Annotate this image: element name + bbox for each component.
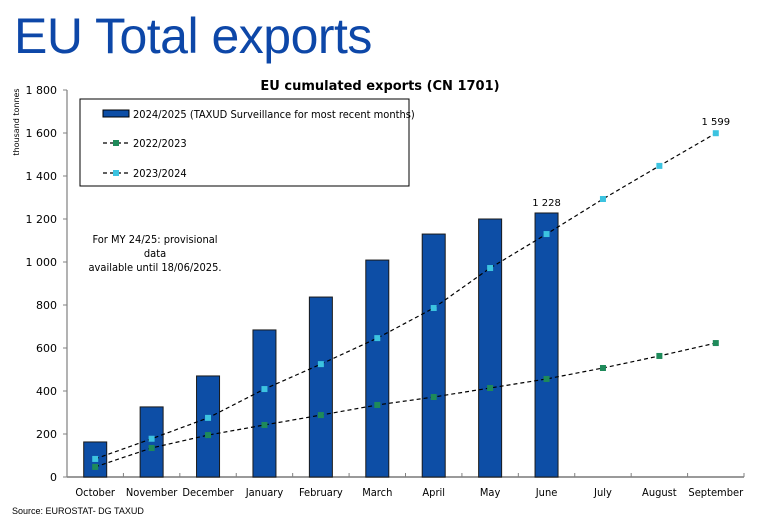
x-tick-label: February (299, 486, 343, 499)
y-tick-label: 1 200 (26, 213, 58, 226)
provisional-data-note: For MY 24/25: provisional data available… (80, 233, 230, 275)
x-tick-label: September (688, 486, 744, 499)
data-label: 1 228 (532, 198, 561, 209)
x-tick-label: August (642, 486, 677, 499)
note-line-2: available until 18/06/2025. (88, 261, 222, 274)
bar-june (534, 212, 559, 478)
bar-april (421, 233, 446, 478)
point-2023-2024 (487, 265, 494, 272)
y-tick-label: 1 400 (26, 170, 58, 183)
legend-label: 2022/2023 (133, 137, 187, 150)
point-2022-2023 (261, 421, 268, 428)
point-2023-2024 (317, 361, 324, 368)
x-tick-label: May (480, 486, 501, 499)
y-tick-label: 800 (36, 299, 57, 312)
point-2022-2023 (205, 432, 212, 439)
legend-swatch-bar (102, 109, 130, 118)
y-tick-label: 200 (36, 428, 57, 441)
legend-swatch-marker (113, 140, 119, 146)
point-2023-2024 (599, 196, 606, 203)
x-tick-label: November (126, 486, 178, 499)
point-2023-2024 (712, 130, 719, 137)
point-2022-2023 (543, 375, 550, 382)
bar-may (478, 218, 503, 478)
y-tick-label: 0 (50, 471, 57, 484)
x-tick-label: March (362, 486, 392, 499)
point-2022-2023 (656, 352, 663, 359)
point-2023-2024 (543, 231, 550, 238)
bar-december (196, 375, 221, 478)
line-2023-2024 (95, 132, 717, 460)
x-tick-label: June (535, 486, 558, 499)
y-tick-label: 400 (36, 385, 57, 398)
y-tick-label: 1 600 (26, 127, 58, 140)
point-2022-2023 (487, 384, 494, 391)
legend-box (79, 98, 410, 187)
y-tick-label: 1 800 (26, 84, 58, 97)
point-2023-2024 (430, 305, 437, 312)
x-tick-label: October (75, 486, 116, 499)
note-line-1: For MY 24/25: provisional data (92, 233, 218, 260)
bar-november (139, 406, 164, 478)
point-2023-2024 (656, 162, 663, 169)
point-2023-2024 (92, 455, 99, 462)
y-tick-label: 600 (36, 342, 57, 355)
point-2022-2023 (599, 364, 606, 371)
x-tick-label: July (593, 486, 612, 499)
y-tick-label: 1 000 (26, 256, 58, 269)
point-2023-2024 (261, 386, 268, 393)
data-label: 1 599 (701, 117, 730, 128)
line-2022-2023 (95, 342, 716, 468)
point-2022-2023 (430, 394, 437, 401)
bar-february (308, 296, 333, 478)
point-2023-2024 (374, 335, 381, 342)
point-2022-2023 (317, 412, 324, 419)
legend-swatch-marker (113, 170, 119, 176)
point-2022-2023 (374, 401, 381, 408)
legend-label: 2023/2024 (133, 167, 187, 180)
slide-title: EU Total exports (14, 8, 372, 64)
source-note: Source: EUROSTAT- DG TAXUD (12, 506, 144, 516)
x-tick-label: December (182, 486, 234, 499)
x-tick-label: April (422, 486, 445, 499)
bar-january (252, 329, 277, 478)
point-2022-2023 (148, 444, 155, 451)
point-2022-2023 (92, 463, 99, 470)
chart-title: EU cumulated exports (CN 1701) (260, 79, 499, 94)
point-2022-2023 (712, 340, 719, 347)
point-2023-2024 (148, 435, 155, 442)
bar-march (365, 259, 390, 478)
y-axis-label: thousand tonnes (12, 88, 21, 155)
legend-label: 2024/2025 (TAXUD Surveillance for most r… (133, 108, 415, 121)
x-tick-label: January (245, 486, 284, 499)
point-2023-2024 (205, 414, 212, 421)
chart-legend: 2024/2025 (TAXUD Surveillance for most r… (79, 98, 415, 187)
